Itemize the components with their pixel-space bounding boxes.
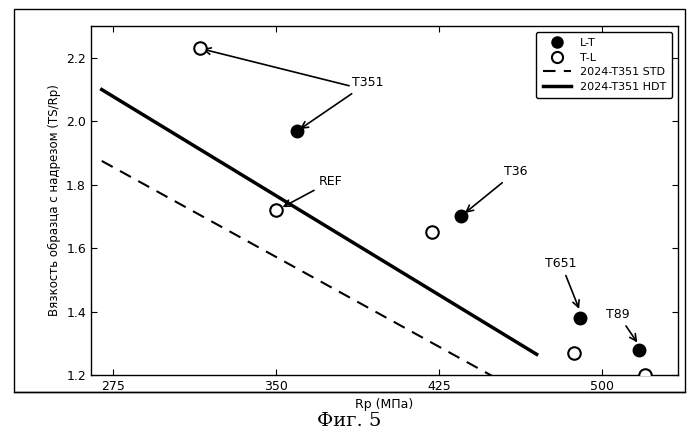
- Text: T36: T36: [466, 165, 528, 212]
- Text: T651: T651: [545, 257, 579, 307]
- Text: T351: T351: [301, 76, 383, 128]
- Text: REF: REF: [284, 175, 343, 206]
- Text: Фиг. 5: Фиг. 5: [317, 412, 382, 430]
- Legend: L-T, T-L, 2024-T351 STD, 2024-T351 HDT: L-T, T-L, 2024-T351 STD, 2024-T351 HDT: [536, 32, 672, 99]
- X-axis label: Rp (МПа): Rp (МПа): [355, 399, 414, 412]
- Y-axis label: Вязкость образца с надрезом (TS/Rp): Вязкость образца с надрезом (TS/Rp): [48, 85, 61, 317]
- Text: T89: T89: [606, 308, 636, 341]
